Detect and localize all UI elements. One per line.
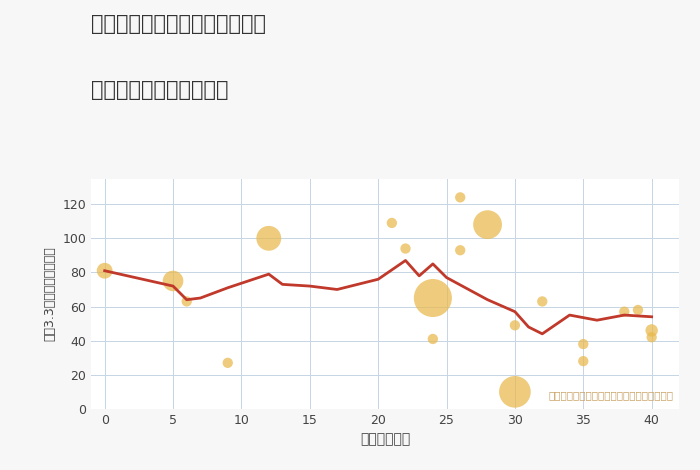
Point bbox=[427, 294, 438, 302]
Point bbox=[454, 194, 466, 201]
Point bbox=[646, 334, 657, 341]
Y-axis label: 坪（3.3㎡）単価（万円）: 坪（3.3㎡）単価（万円） bbox=[43, 246, 57, 341]
Point bbox=[510, 321, 521, 329]
Point bbox=[510, 388, 521, 396]
Point bbox=[427, 335, 438, 343]
Point bbox=[578, 340, 589, 348]
Text: 築年数別中古戸建て価格: 築年数別中古戸建て価格 bbox=[91, 80, 228, 100]
Point bbox=[619, 308, 630, 315]
Point bbox=[454, 246, 466, 254]
Text: 福岡県北九州市小倉北区京町の: 福岡県北九州市小倉北区京町の bbox=[91, 14, 266, 34]
Point bbox=[646, 327, 657, 334]
Point bbox=[482, 221, 493, 228]
Text: 円の大きさは、取引のあった物件面積を示す: 円の大きさは、取引のあった物件面積を示す bbox=[548, 390, 673, 400]
X-axis label: 築年数（年）: 築年数（年） bbox=[360, 432, 410, 446]
Point bbox=[537, 298, 548, 305]
Point bbox=[222, 359, 233, 367]
Point bbox=[400, 245, 411, 252]
Point bbox=[386, 219, 398, 227]
Point bbox=[167, 277, 178, 285]
Point bbox=[632, 306, 643, 313]
Point bbox=[578, 357, 589, 365]
Point bbox=[181, 298, 193, 305]
Point bbox=[99, 267, 111, 274]
Point bbox=[263, 235, 274, 242]
